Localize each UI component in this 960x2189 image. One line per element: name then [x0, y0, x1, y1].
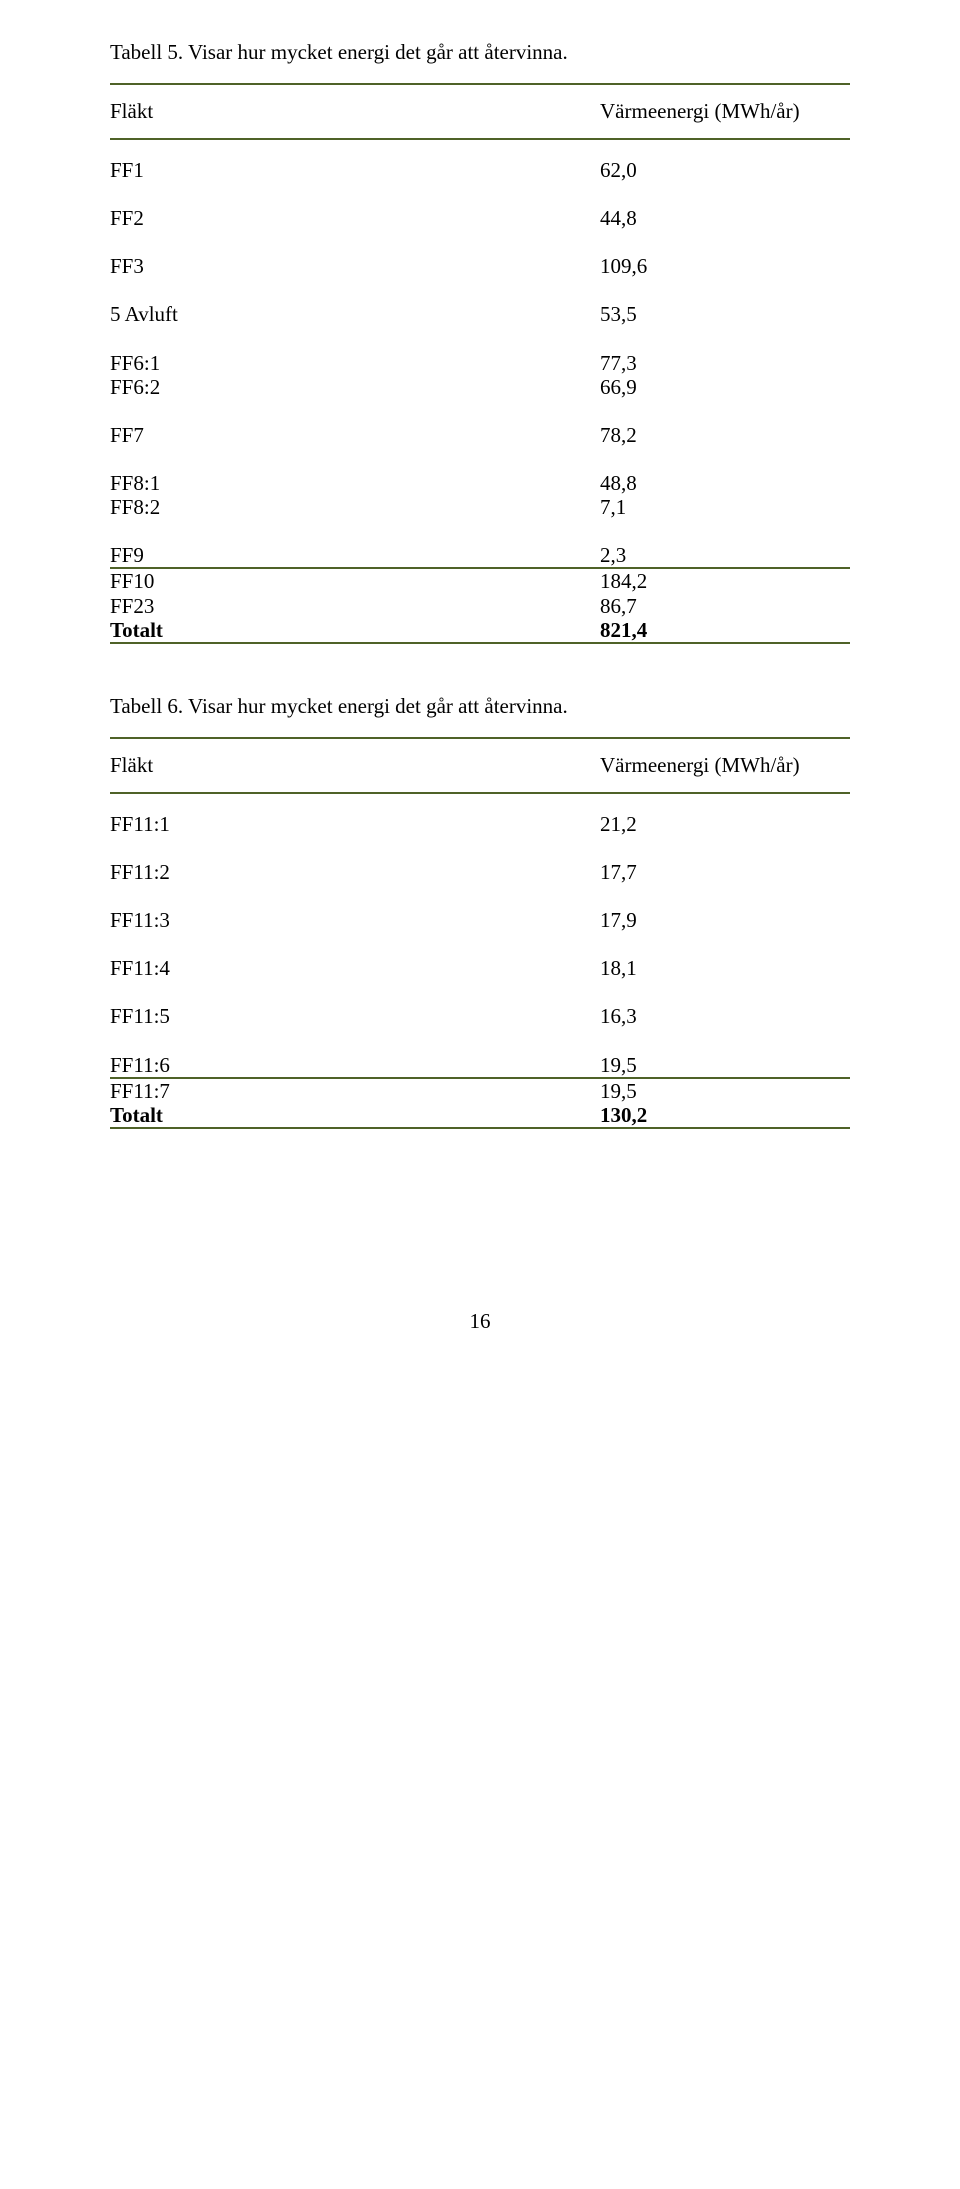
row-value: 2,3 [600, 543, 850, 567]
table6-caption: Tabell 6. Visar hur mycket energi det gå… [110, 694, 850, 719]
row-label: FF11:6 [110, 1053, 170, 1077]
row-value: 19,5 [600, 1079, 850, 1103]
row-label: FF11:7 [110, 1079, 170, 1103]
table-body: FF11:1 21,2 FF11:2 17,7 FF11:3 17,9 FF11:4 18,1… [110, 794, 850, 1077]
row-value: 19,5 [600, 1053, 850, 1077]
row-group: FF8:1 48,8 FF8:2 7,1 [110, 471, 850, 519]
row-label: FF3 [110, 254, 144, 278]
row-value: 78,2 [600, 423, 850, 447]
total-row: Totalt 821,4 [110, 618, 850, 642]
page-number: 16 [110, 1309, 850, 1334]
row-group: FF3 109,6 [110, 254, 850, 278]
row-group: FF7 78,2 [110, 423, 850, 447]
table-row: FF2 44,8 [110, 206, 850, 230]
row-value: 184,2 [600, 569, 850, 593]
table5-caption: Tabell 5. Visar hur mycket energi det gå… [110, 40, 850, 65]
header-right: Värmeenergi (MWh/år) [600, 99, 850, 124]
row-value: 7,1 [600, 495, 850, 519]
table-header: Fläkt Värmeenergi (MWh/år) [110, 83, 850, 140]
total-section: FF10 184,2 FF23 86,7 Totalt 821,4 [110, 567, 850, 643]
table5: FläktVärmeenergi (MWh/år)FF162,0FF244,8F… [110, 83, 850, 644]
header-left: Fläkt [110, 99, 153, 124]
table-row: FF8:1 48,8 [110, 471, 850, 495]
row-value: 18,1 [600, 956, 850, 980]
row-label: FF23 [110, 594, 154, 618]
row-label: FF6:1 [110, 351, 160, 375]
row-group: FF6:1 77,3 FF6:2 66,9 [110, 351, 850, 399]
total-value: 821,4 [600, 618, 850, 642]
row-group: FF2 44,8 [110, 206, 850, 230]
header-left: Fläkt [110, 753, 153, 778]
table-row: FF6:1 77,3 [110, 351, 850, 375]
row-label: FF11:3 [110, 908, 170, 932]
header-right: Värmeenergi (MWh/år) [600, 753, 850, 778]
table-row: FF8:2 7,1 [110, 495, 850, 519]
row-label: FF11:4 [110, 956, 170, 980]
table-row: FF3 109,6 [110, 254, 850, 278]
table-row: FF11:3 17,9 [110, 908, 850, 932]
row-label: FF6:2 [110, 375, 160, 399]
row-label: FF8:2 [110, 495, 160, 519]
row-value: 21,2 [600, 812, 850, 836]
table-row: FF23 86,7 [110, 594, 850, 618]
table-row: FF10 184,2 [110, 569, 850, 593]
row-group: FF11:4 18,1 [110, 956, 850, 980]
row-label: FF11:5 [110, 1004, 170, 1028]
row-label: FF9 [110, 543, 144, 567]
row-group: FF11:1 21,2 [110, 812, 850, 836]
row-value: 77,3 [600, 351, 850, 375]
total-row: Totalt 130,2 [110, 1103, 850, 1127]
row-group: FF1 62,0 [110, 158, 850, 182]
table-body: FF1 62,0 FF2 44,8 FF3 109,6 5 Avluft 53,5 FF6:1 7… [110, 140, 850, 567]
table-row: FF1 62,0 [110, 158, 850, 182]
row-value: 62,0 [600, 158, 850, 182]
row-value: 44,8 [600, 206, 850, 230]
row-label: FF1 [110, 158, 144, 182]
row-value: 109,6 [600, 254, 850, 278]
row-value: 17,7 [600, 860, 850, 884]
row-value: 66,9 [600, 375, 850, 399]
table6: FläktVärmeenergi (MWh/år)FF11:121,2FF11:… [110, 737, 850, 1129]
row-value: 16,3 [600, 1004, 850, 1028]
row-group: FF11:6 19,5 [110, 1053, 850, 1077]
row-label: FF10 [110, 569, 154, 593]
row-label: FF7 [110, 423, 144, 447]
table-row: FF11:4 18,1 [110, 956, 850, 980]
row-group: FF11:5 16,3 [110, 1004, 850, 1028]
row-label: FF8:1 [110, 471, 160, 495]
table-row: FF11:2 17,7 [110, 860, 850, 884]
table-row: FF11:1 21,2 [110, 812, 850, 836]
table-row: FF7 78,2 [110, 423, 850, 447]
total-value: 130,2 [600, 1103, 850, 1127]
table-row: FF11:6 19,5 [110, 1053, 850, 1077]
row-label: 5 Avluft [110, 302, 178, 326]
row-label: FF11:2 [110, 860, 170, 884]
row-group: FF11:2 17,7 [110, 860, 850, 884]
row-group: 5 Avluft 53,5 [110, 302, 850, 326]
row-value: 86,7 [600, 594, 850, 618]
table-header: Fläkt Värmeenergi (MWh/år) [110, 737, 850, 794]
table-row: FF11:5 16,3 [110, 1004, 850, 1028]
row-value: 53,5 [600, 302, 850, 326]
row-label: FF11:1 [110, 812, 170, 836]
row-group: FF11:3 17,9 [110, 908, 850, 932]
table-row: FF6:2 66,9 [110, 375, 850, 399]
row-group: FF9 2,3 [110, 543, 850, 567]
table-row: 5 Avluft 53,5 [110, 302, 850, 326]
row-label: FF2 [110, 206, 144, 230]
total-label: Totalt [110, 618, 163, 642]
row-value: 48,8 [600, 471, 850, 495]
table-row: FF11:7 19,5 [110, 1079, 850, 1103]
table-row: FF9 2,3 [110, 543, 850, 567]
total-section: FF11:7 19,5 Totalt 130,2 [110, 1077, 850, 1129]
total-label: Totalt [110, 1103, 163, 1127]
row-value: 17,9 [600, 908, 850, 932]
